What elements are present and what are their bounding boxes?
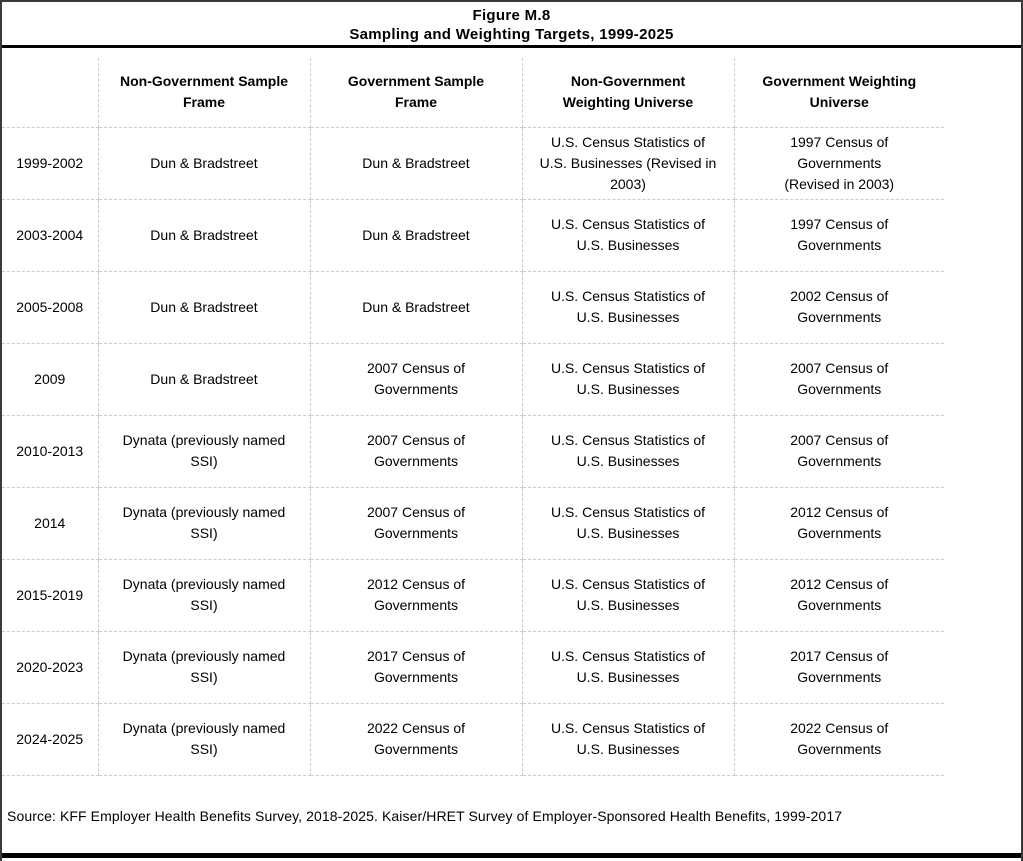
column-header-non-gov-weighting-universe: Non-Government Weighting Universe — [522, 58, 735, 128]
non-gov-sample-frame-cell: Dun & Bradstreet — [98, 271, 311, 344]
table-row: 1999-2002 Dun & Bradstreet Dun & Bradstr… — [2, 127, 944, 200]
gov-weighting-cell: 2007 Census of Governments — [734, 343, 944, 416]
table-row: 2015-2019 Dynata (previously named SSI) … — [2, 559, 944, 632]
year-cell: 2005-2008 — [2, 271, 99, 344]
gov-sample-frame-cell: 2007 Census of Governments — [310, 343, 523, 416]
table-row: 2003-2004 Dun & Bradstreet Dun & Bradstr… — [2, 199, 944, 272]
gov-sample-frame-cell: 2012 Census of Governments — [310, 559, 523, 632]
non-gov-sample-frame-cell: Dynata (previously named SSI) — [98, 487, 311, 560]
title-divider-rule — [2, 45, 1021, 48]
non-gov-weighting-cell: U.S. Census Statistics of U.S. Businesse… — [522, 559, 735, 632]
year-cell: 2014 — [2, 487, 99, 560]
figure-title-block: Figure M.8 Sampling and Weighting Target… — [2, 6, 1021, 44]
non-gov-weighting-cell: U.S. Census Statistics of U.S. Businesse… — [522, 487, 735, 560]
non-gov-weighting-cell: U.S. Census Statistics of U.S. Businesse… — [522, 703, 735, 776]
column-header-gov-sample-frame: Government Sample Frame — [310, 58, 523, 128]
gov-sample-frame-cell: Dun & Bradstreet — [310, 271, 523, 344]
gov-sample-frame-cell: 2017 Census of Governments — [310, 631, 523, 704]
gov-weighting-cell: 2007 Census of Governments — [734, 415, 944, 488]
table-row: 2009 Dun & Bradstreet 2007 Census of Gov… — [2, 343, 944, 416]
gov-sample-frame-cell: Dun & Bradstreet — [310, 127, 523, 200]
non-gov-weighting-cell: U.S. Census Statistics of U.S. Businesse… — [522, 415, 735, 488]
gov-weighting-cell: 2012 Census of Governments — [734, 559, 944, 632]
non-gov-sample-frame-cell: Dun & Bradstreet — [98, 199, 311, 272]
year-cell: 2020-2023 — [2, 631, 99, 704]
non-gov-weighting-cell: U.S. Census Statistics of U.S. Businesse… — [522, 199, 735, 272]
gov-weighting-cell: 2012 Census of Governments — [734, 487, 944, 560]
year-cell: 2015-2019 — [2, 559, 99, 632]
year-cell: 1999-2002 — [2, 127, 99, 200]
non-gov-sample-frame-cell: Dun & Bradstreet — [98, 127, 311, 200]
gov-sample-frame-cell: Dun & Bradstreet — [310, 199, 523, 272]
gov-weighting-cell: 2017 Census of Governments — [734, 631, 944, 704]
column-header-gov-weighting-universe: Government Weighting Universe — [734, 58, 944, 128]
gov-weighting-cell: 2022 Census of Governments — [734, 703, 944, 776]
year-cell: 2010-2013 — [2, 415, 99, 488]
non-gov-weighting-cell: U.S. Census Statistics of U.S. Businesse… — [522, 127, 735, 200]
header-row: Non-Government Sample Frame Government S… — [2, 58, 944, 128]
column-header-non-gov-sample-frame: Non-Government Sample Frame — [98, 58, 311, 128]
non-gov-sample-frame-cell: Dynata (previously named SSI) — [98, 559, 311, 632]
figure-title: Figure M.8 — [472, 7, 551, 24]
non-gov-weighting-cell: U.S. Census Statistics of U.S. Businesse… — [522, 271, 735, 344]
bottom-rule — [2, 853, 1021, 858]
table-row: 2005-2008 Dun & Bradstreet Dun & Bradstr… — [2, 271, 944, 344]
table-row: 2024-2025 Dynata (previously named SSI) … — [2, 703, 944, 776]
figure-subtitle: Sampling and Weighting Targets, 1999-202… — [349, 26, 674, 43]
gov-weighting-cell: 1997 Census of Governments — [734, 199, 944, 272]
non-gov-sample-frame-cell: Dynata (previously named SSI) — [98, 415, 311, 488]
year-cell: 2009 — [2, 343, 99, 416]
year-cell: 2003-2004 — [2, 199, 99, 272]
source-note: Source: KFF Employer Health Benefits Sur… — [7, 808, 843, 824]
corner-header-cell — [2, 58, 99, 128]
gov-sample-frame-cell: 2007 Census of Governments — [310, 487, 523, 560]
gov-sample-frame-cell: 2022 Census of Governments — [310, 703, 523, 776]
gov-weighting-cell: 1997 Census of Governments (Revised in 2… — [734, 127, 944, 200]
gov-sample-frame-cell: 2007 Census of Governments — [310, 415, 523, 488]
table-row: 2014 Dynata (previously named SSI) 2007 … — [2, 487, 944, 560]
non-gov-weighting-cell: U.S. Census Statistics of U.S. Businesse… — [522, 631, 735, 704]
non-gov-sample-frame-cell: Dynata (previously named SSI) — [98, 703, 311, 776]
non-gov-weighting-cell: U.S. Census Statistics of U.S. Businesse… — [522, 343, 735, 416]
year-cell: 2024-2025 — [2, 703, 99, 776]
non-gov-sample-frame-cell: Dun & Bradstreet — [98, 343, 311, 416]
table-row: 2010-2013 Dynata (previously named SSI) … — [2, 415, 944, 488]
gov-weighting-cell: 2002 Census of Governments — [734, 271, 944, 344]
sampling-weighting-table: Non-Government Sample Frame Government S… — [2, 58, 944, 776]
non-gov-sample-frame-cell: Dynata (previously named SSI) — [98, 631, 311, 704]
table-row: 2020-2023 Dynata (previously named SSI) … — [2, 631, 944, 704]
